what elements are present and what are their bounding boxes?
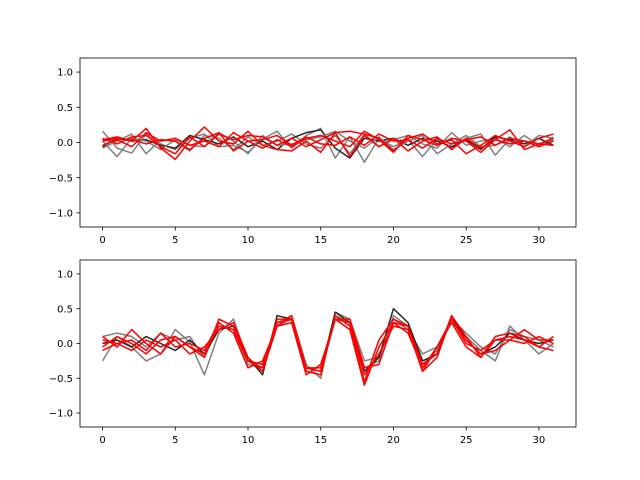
y-tick-label: 1.0 — [57, 68, 73, 79]
x-tick-label: 10 — [242, 235, 255, 246]
y-tick-label: 0.5 — [57, 103, 73, 114]
series-line-7 — [102, 318, 554, 376]
subplot-1: 0 5 10 15 20 25 30 −1.0 −0.5 0.0 0.5 1.0 — [49, 57, 577, 246]
x-tick-label: 10 — [242, 435, 255, 446]
x-tick-label: 15 — [314, 435, 327, 446]
y-tick-label: 0.0 — [57, 339, 73, 350]
series-line-8 — [102, 131, 554, 152]
x-tick-label: 5 — [172, 235, 178, 246]
y-tick-label: −1.0 — [49, 209, 73, 220]
x-tick-label: 15 — [314, 235, 327, 246]
series-line-6 — [102, 318, 554, 386]
series-line-6 — [102, 129, 554, 158]
x-tick-label: 25 — [460, 435, 473, 446]
series-group — [101, 126, 554, 163]
x-tick-label: 0 — [99, 235, 105, 246]
y-tick-label: 0.0 — [57, 138, 73, 149]
series-line-4 — [102, 130, 554, 158]
y-tick-label: −0.5 — [49, 173, 73, 184]
y-tick-label: −1.0 — [49, 409, 73, 420]
subplot-2: 0 5 10 15 20 25 30 −1.0 −0.5 0.0 0.5 1.0 — [49, 259, 577, 446]
x-tick-label: 20 — [387, 235, 400, 246]
x-tick-label: 5 — [172, 435, 178, 446]
x-tick-label: 25 — [460, 235, 473, 246]
y-tick-label: 0.5 — [57, 304, 73, 315]
x-tick-label: 30 — [533, 435, 546, 446]
series-group — [101, 307, 554, 386]
y-tick-label: −0.5 — [49, 374, 73, 385]
y-tick-label: 1.0 — [57, 270, 73, 281]
series-line-7 — [102, 130, 554, 154]
x-tick-label: 30 — [533, 235, 546, 246]
x-tick-label: 20 — [387, 435, 400, 446]
x-tick-label: 0 — [99, 435, 105, 446]
